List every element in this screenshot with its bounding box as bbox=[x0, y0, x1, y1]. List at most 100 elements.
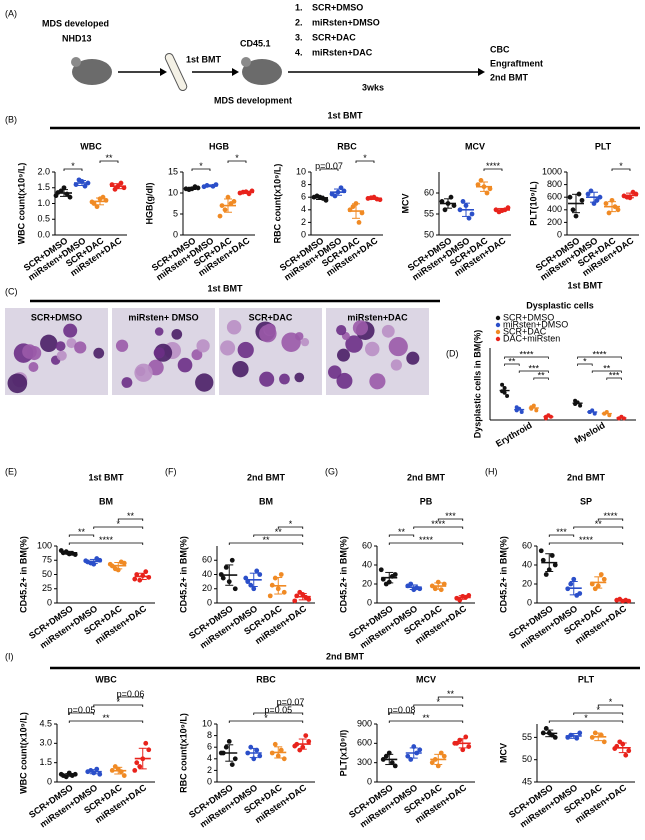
y-tick-label: 60 bbox=[424, 187, 434, 197]
data-point bbox=[278, 747, 284, 753]
significance-label: ** bbox=[275, 527, 283, 537]
bone-icon bbox=[164, 52, 188, 92]
significance-label: * bbox=[596, 705, 600, 715]
data-point bbox=[469, 211, 475, 217]
significance-label: ** bbox=[422, 713, 430, 723]
data-point bbox=[457, 597, 463, 603]
chart-subtitle: PB bbox=[420, 496, 433, 506]
significance-bracket bbox=[277, 526, 304, 529]
data-point bbox=[132, 768, 138, 773]
data-point bbox=[121, 773, 127, 778]
significance-label: * bbox=[116, 519, 120, 529]
legend-swatch bbox=[495, 329, 501, 335]
significance-label: p=0.07 bbox=[277, 697, 305, 707]
cell bbox=[56, 350, 67, 361]
data-point bbox=[457, 737, 463, 743]
data-point bbox=[630, 189, 636, 195]
data-point bbox=[134, 760, 140, 766]
chart-subtitle: BM bbox=[259, 496, 273, 506]
data-point bbox=[97, 196, 103, 202]
y-tick-label: 1.5 bbox=[39, 757, 52, 767]
significance-label: ** bbox=[105, 153, 113, 163]
data-point bbox=[463, 203, 469, 209]
y-tick-label: 0 bbox=[367, 776, 372, 786]
significance-bracket bbox=[591, 370, 622, 373]
data-point bbox=[573, 213, 579, 219]
y-tick-label: 40 bbox=[522, 559, 532, 569]
y-tick-label: 60 bbox=[522, 540, 532, 550]
y-tick-label: 800 bbox=[547, 179, 562, 189]
cell bbox=[220, 340, 236, 356]
significance-bracket bbox=[573, 712, 624, 715]
significance-bracket bbox=[117, 696, 144, 699]
micrograph-label: miRsten+DAC bbox=[347, 312, 408, 322]
significance-label: **** bbox=[419, 535, 434, 545]
donor-label: NHD13 bbox=[62, 33, 92, 43]
y-axis-label: RBC count(x10⁹/L) bbox=[178, 713, 188, 793]
data-point bbox=[143, 569, 149, 575]
y-tick-label: 4 bbox=[207, 753, 212, 763]
y-axis-label: WBC count(x10⁹/L) bbox=[18, 712, 28, 794]
data-point bbox=[281, 589, 287, 595]
significance-label: **** bbox=[579, 535, 594, 545]
y-tick-label: 0 bbox=[47, 776, 52, 786]
data-point bbox=[229, 762, 235, 767]
significance-bracket bbox=[388, 534, 415, 537]
y-axis-label: HGB(g/dl) bbox=[144, 183, 154, 225]
significance-label: *** bbox=[609, 370, 620, 380]
data-point bbox=[448, 194, 454, 200]
data-point bbox=[451, 203, 457, 209]
chart-title: RBC bbox=[256, 674, 276, 684]
significance-label: ** bbox=[78, 527, 86, 537]
mouse-ear bbox=[241, 57, 251, 67]
data-point bbox=[94, 556, 100, 561]
data-point bbox=[356, 220, 362, 225]
data-point bbox=[61, 185, 67, 191]
data-point bbox=[272, 575, 278, 581]
cell bbox=[336, 372, 353, 389]
data-point bbox=[438, 587, 444, 593]
significance-label: **** bbox=[603, 511, 618, 521]
significance-bracket bbox=[319, 168, 339, 171]
arrow-head bbox=[160, 68, 167, 76]
data-point bbox=[549, 553, 555, 558]
significance-label: * bbox=[583, 356, 587, 366]
y-axis-label: MCV bbox=[498, 743, 508, 763]
data-point bbox=[91, 561, 97, 567]
data-point bbox=[601, 739, 607, 745]
y-tick-label: 0 bbox=[527, 597, 532, 607]
y-tick-label: 1000 bbox=[542, 166, 562, 176]
data-point bbox=[254, 568, 260, 574]
data-point bbox=[552, 562, 558, 568]
data-point bbox=[620, 741, 626, 747]
y-tick-label: 60 bbox=[202, 555, 212, 565]
y-tick-label: 25 bbox=[42, 583, 52, 593]
data-point bbox=[534, 408, 539, 413]
y-tick-label: 40 bbox=[362, 559, 372, 569]
cell bbox=[369, 373, 386, 390]
y-tick-label: 0 bbox=[173, 229, 178, 239]
data-point bbox=[353, 201, 359, 206]
y-tick-label: 10 bbox=[296, 166, 306, 176]
y-axis-label: MCV bbox=[400, 194, 410, 214]
data-point bbox=[67, 194, 73, 200]
significance-bracket bbox=[93, 704, 144, 707]
data-point bbox=[257, 753, 263, 759]
cell bbox=[365, 341, 380, 357]
y-tick-label: 20 bbox=[362, 578, 372, 588]
cell bbox=[22, 344, 37, 359]
significance-label: * bbox=[235, 153, 239, 163]
data-point bbox=[408, 757, 414, 762]
data-point bbox=[576, 191, 582, 197]
data-point bbox=[579, 197, 585, 203]
section-title: 1st BMT bbox=[207, 283, 243, 293]
y-tick-label: 2.0 bbox=[37, 166, 50, 176]
significance-bracket bbox=[63, 168, 83, 171]
data-point bbox=[332, 193, 338, 199]
data-point bbox=[595, 583, 601, 589]
data-point bbox=[386, 579, 392, 585]
data-point bbox=[505, 394, 510, 398]
y-tick-label: 50 bbox=[42, 569, 52, 579]
legend-label: SCR+DAC bbox=[503, 326, 547, 336]
data-point bbox=[577, 730, 583, 736]
